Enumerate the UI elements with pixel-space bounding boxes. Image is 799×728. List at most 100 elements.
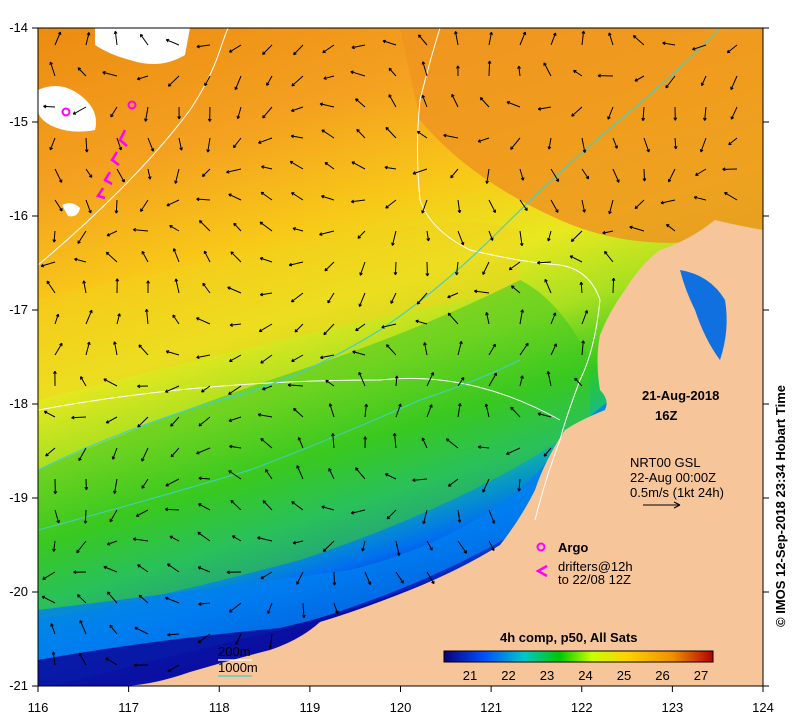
- current-vector: [451, 93, 459, 108]
- current-vector: [114, 199, 119, 214]
- current-vector: [328, 468, 335, 480]
- current-vector: [423, 342, 428, 356]
- current-vector: [166, 563, 180, 573]
- current-vector: [137, 564, 149, 573]
- current-vector: [510, 406, 521, 418]
- current-vector: [233, 222, 242, 232]
- current-vector: [287, 383, 304, 387]
- current-vector: [292, 407, 304, 418]
- current-vector: [260, 571, 273, 580]
- current-vector: [726, 44, 738, 54]
- current-vector: [166, 199, 180, 207]
- current-vector: [357, 230, 366, 239]
- current-vector: [40, 261, 56, 268]
- current-vector: [73, 570, 87, 575]
- current-vector: [174, 168, 180, 184]
- current-vector: [322, 540, 335, 552]
- current-vector: [456, 65, 460, 77]
- current-vector: [226, 570, 242, 575]
- current-vector: [319, 102, 335, 108]
- current-vector: [290, 106, 304, 113]
- land-area: [120, 220, 763, 686]
- current-vector: [322, 44, 335, 54]
- current-vector: [301, 602, 306, 619]
- current-vector: [611, 277, 616, 294]
- current-vector: [136, 75, 149, 81]
- colorbar-tick-label: 26: [655, 668, 669, 683]
- current-vector: [356, 128, 366, 139]
- current-vector: [109, 509, 118, 523]
- current-vector: [364, 403, 369, 418]
- current-vector: [85, 199, 92, 214]
- current-vector: [78, 447, 87, 462]
- current-vector: [45, 447, 56, 457]
- current-vector: [113, 341, 118, 356]
- current-vector: [109, 624, 118, 635]
- current-vector: [135, 509, 149, 517]
- current-vector: [102, 71, 118, 77]
- current-vector: [144, 308, 149, 325]
- current-vector: [350, 199, 366, 204]
- current-vector: [196, 354, 211, 359]
- x-tick-label: 122: [571, 700, 593, 715]
- current-vector: [607, 106, 614, 120]
- current-vector: [351, 161, 366, 170]
- current-vector: [267, 602, 273, 614]
- current-vector: [115, 278, 120, 294]
- current-vector: [54, 509, 60, 524]
- current-vector: [105, 416, 118, 424]
- current-vector: [198, 476, 211, 481]
- isobath-1000: [38, 28, 721, 471]
- current-vector: [388, 67, 397, 77]
- current-vector: [417, 34, 428, 46]
- current-vector: [202, 282, 211, 294]
- current-vector: [197, 531, 211, 542]
- current-vector: [385, 344, 397, 356]
- current-vector: [324, 261, 335, 272]
- current-vector: [569, 255, 583, 263]
- current-vector: [519, 309, 524, 325]
- current-vector: [485, 168, 490, 184]
- current-vector: [665, 75, 676, 89]
- current-vector: [198, 503, 211, 511]
- credit-label: © IMOS 12-Sep-2018 23:34 Hobart Time: [773, 385, 788, 627]
- colorbar-tick-label: 22: [501, 668, 515, 683]
- current-vector: [386, 509, 397, 520]
- current-vector: [262, 106, 273, 119]
- y-tick-label: -18: [9, 396, 28, 411]
- current-vector: [457, 540, 468, 554]
- drifter-legend-sub: to 22/08 12Z: [558, 572, 631, 587]
- current-vector: [258, 137, 273, 144]
- current-vector: [355, 98, 366, 108]
- current-vector: [291, 501, 304, 511]
- current-vector: [232, 137, 242, 149]
- current-vector: [447, 478, 459, 487]
- current-vector: [543, 62, 552, 77]
- current-vector: [608, 32, 614, 46]
- current-vector: [76, 540, 87, 554]
- current-vector: [268, 633, 273, 649]
- current-vector: [634, 199, 645, 210]
- current-vector: [415, 319, 428, 325]
- current-vector: [234, 75, 242, 91]
- current-vector: [426, 372, 435, 387]
- current-vector: [293, 44, 304, 56]
- current-vector: [543, 447, 552, 457]
- current-vector: [327, 292, 335, 304]
- current-vector: [445, 438, 459, 449]
- current-vector: [172, 314, 180, 325]
- current-vector: [692, 44, 707, 51]
- current-vector: [355, 467, 366, 480]
- current-vector: [140, 199, 149, 212]
- current-vector: [673, 137, 678, 150]
- current-vector: [488, 372, 498, 387]
- current-vector: [259, 221, 273, 232]
- current-vector: [106, 230, 118, 237]
- current-vector: [321, 505, 335, 511]
- current-vector: [581, 340, 585, 356]
- current-vector: [197, 633, 211, 644]
- current-vector: [106, 540, 118, 546]
- current-vector: [52, 230, 57, 243]
- current-vector: [517, 65, 521, 77]
- current-vector: [228, 470, 242, 480]
